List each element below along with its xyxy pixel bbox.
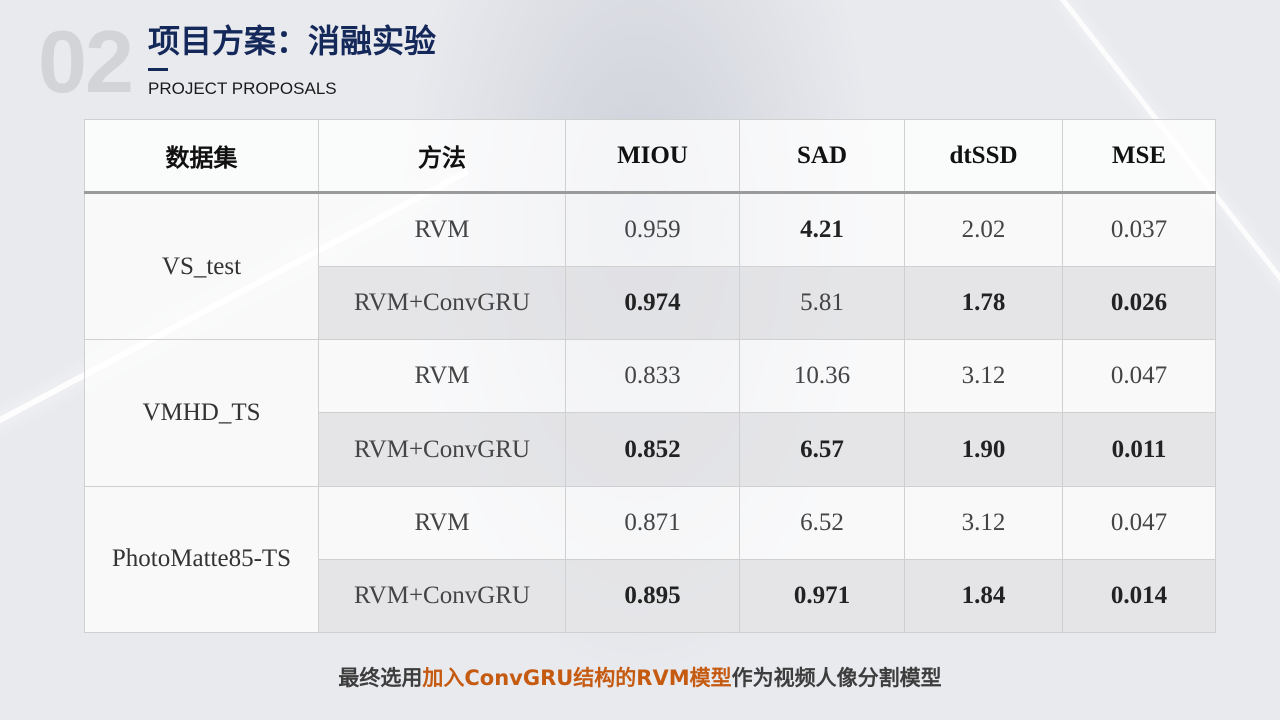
dtssd-cell: 1.84: [904, 558, 1063, 634]
dtssd-cell: 3.12: [904, 485, 1063, 560]
table-row: RVM+ConvGRU 0.852 6.57 1.90 0.011: [85, 412, 1216, 487]
dataset-cell: VS_test: [84, 191, 319, 341]
miou-cell: 0.833: [565, 339, 740, 414]
method-cell: RVM: [318, 191, 566, 268]
table-row: VS_test RVM 0.959 4.21 2.02 0.037: [84, 191, 1216, 341]
miou-cell: 0.959: [565, 191, 740, 268]
miou-cell: 0.974: [565, 266, 740, 341]
conclusion-prefix: 最终选用: [338, 666, 423, 690]
mse-cell: 0.047: [1062, 485, 1216, 560]
mse-cell: 0.037: [1062, 191, 1216, 268]
mse-cell: 0.026: [1062, 266, 1216, 341]
method-cell: RVM: [318, 485, 566, 560]
conclusion-highlight: 加入ConvGRU结构的RVM模型: [422, 666, 732, 690]
method-cell: RVM: [318, 339, 566, 414]
method-cell: RVM+ConvGRU: [318, 412, 566, 487]
table-row: VMHD_TS RVM 0.833 10.36 3.12 0.047: [84, 339, 1216, 487]
header-miou: MIOU: [565, 119, 740, 194]
table-header-row: 数据集 方法 MIOU SAD dtSSD MSE: [84, 119, 1216, 194]
title-underline: [148, 68, 168, 71]
sad-cell: 10.36: [739, 339, 905, 414]
header-method: 方法: [318, 119, 566, 194]
section-number: 02: [38, 12, 134, 111]
conclusion-text: 最终选用加入ConvGRU结构的RVM模型作为视频人像分割模型: [0, 662, 1280, 692]
table-row: PhotoMatte85-TS RVM 0.871 6.52 3.12 0.04…: [84, 485, 1216, 634]
sad-cell: 6.52: [739, 485, 905, 560]
dtssd-cell: 1.78: [904, 266, 1063, 341]
sad-cell: 0.971: [739, 558, 905, 634]
miou-cell: 0.895: [565, 558, 740, 634]
sad-cell: 5.81: [739, 266, 905, 341]
table-row: RVM+ConvGRU 0.895 0.971 1.84 0.014: [85, 558, 1216, 634]
method-cell: RVM+ConvGRU: [318, 266, 566, 341]
table-row: RVM+ConvGRU 0.974 5.81 1.78 0.026: [85, 266, 1216, 341]
sad-cell: 4.21: [739, 191, 905, 268]
slide-title: 项目方案：消融实验: [148, 22, 437, 60]
miou-cell: 0.852: [565, 412, 740, 487]
slide-subtitle: PROJECT PROPOSALS: [148, 79, 337, 98]
dtssd-cell: 2.02: [904, 191, 1063, 268]
dataset-cell: VMHD_TS: [84, 339, 319, 487]
dataset-cell: PhotoMatte85-TS: [84, 485, 319, 634]
miou-cell: 0.871: [565, 485, 740, 560]
mse-cell: 0.047: [1062, 339, 1216, 414]
ablation-results-table: 数据集 方法 MIOU SAD dtSSD MSE VS_test RVM 0.…: [84, 119, 1216, 634]
header-dataset: 数据集: [84, 119, 319, 194]
sad-cell: 6.57: [739, 412, 905, 487]
mse-cell: 0.014: [1062, 558, 1216, 634]
header-mse: MSE: [1062, 119, 1216, 194]
header-dtssd: dtSSD: [904, 119, 1063, 194]
dtssd-cell: 3.12: [904, 339, 1063, 414]
mse-cell: 0.011: [1062, 412, 1216, 487]
dtssd-cell: 1.90: [904, 412, 1063, 487]
method-cell: RVM+ConvGRU: [318, 558, 566, 634]
header-sad: SAD: [739, 119, 905, 194]
conclusion-suffix: 作为视频人像分割模型: [731, 666, 942, 690]
